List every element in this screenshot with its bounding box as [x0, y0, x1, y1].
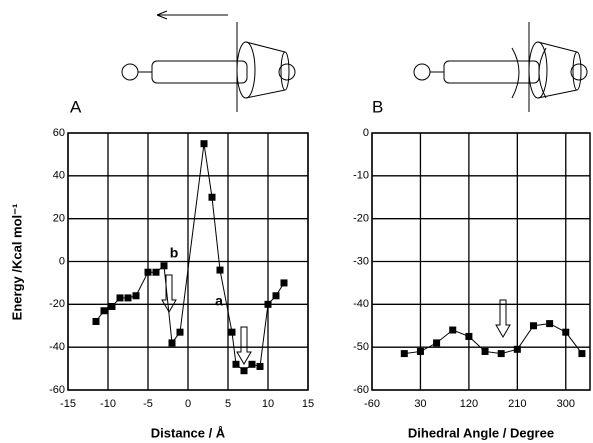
- data-point: [248, 360, 256, 368]
- annotation: a: [215, 293, 223, 309]
- y-tick-label: -30: [353, 255, 369, 267]
- data-point: [272, 292, 280, 300]
- data-point: [449, 326, 457, 334]
- x-tick-label: 30: [414, 398, 426, 410]
- annotation: b: [170, 245, 179, 261]
- data-point: [240, 367, 248, 375]
- panel-label: B: [372, 97, 383, 116]
- data-point: [433, 339, 441, 347]
- data-line: [404, 323, 583, 355]
- x-tick-label: -10: [100, 398, 116, 410]
- y-tick-label: -50: [353, 341, 369, 353]
- data-point: [256, 362, 264, 370]
- data-point: [465, 332, 473, 340]
- data-point: [160, 262, 168, 270]
- data-point: [176, 328, 184, 336]
- x-tick-label: 210: [508, 398, 526, 410]
- y-tick-label: 20: [53, 213, 65, 225]
- data-point: [100, 307, 108, 315]
- data-point: [529, 322, 537, 330]
- data-point: [264, 300, 272, 308]
- y-tick-label: 60: [53, 127, 65, 139]
- data-line: [95, 143, 285, 372]
- panel-label: A: [70, 97, 82, 116]
- data-point: [481, 347, 489, 355]
- x-tick-label: 10: [262, 398, 274, 410]
- data-point: [132, 292, 140, 300]
- plot-frame: [67, 132, 309, 391]
- x-axis-label: Distance / Å: [151, 425, 226, 440]
- y-tick-label: -60: [49, 384, 65, 396]
- y-tick-label: 0: [59, 255, 65, 267]
- x-tick-label: 15: [302, 398, 314, 410]
- data-point: [144, 268, 152, 276]
- data-point: [228, 328, 236, 336]
- data-point: [562, 328, 570, 336]
- x-tick-label: -5: [143, 398, 153, 410]
- data-point: [546, 320, 554, 328]
- data-point: [416, 347, 424, 355]
- y-tick-label: -20: [49, 298, 65, 310]
- x-tick-label: 120: [460, 398, 478, 410]
- y-tick-label: -40: [49, 341, 65, 353]
- schematic-a: [121, 10, 296, 112]
- y-tick-label: 40: [53, 170, 65, 182]
- x-tick-label: 0: [185, 398, 191, 410]
- data-point: [280, 279, 288, 287]
- data-point: [92, 317, 100, 325]
- data-point: [232, 360, 240, 368]
- y-axis-label: Energy /Kcal mol⁻¹: [9, 204, 24, 321]
- data-point: [513, 345, 521, 353]
- data-point: [497, 350, 505, 358]
- x-tick-label: 5: [225, 398, 231, 410]
- data-point: [108, 302, 116, 310]
- data-point: [168, 339, 176, 347]
- plot-frame: [371, 132, 591, 391]
- data-point: [116, 294, 124, 302]
- y-tick-label: -40: [353, 298, 369, 310]
- schematic-b: [413, 22, 588, 112]
- x-tick-label: 300: [557, 398, 575, 410]
- data-point: [200, 140, 208, 148]
- y-tick-label: -20: [353, 213, 369, 225]
- data-point: [152, 268, 160, 276]
- data-point: [124, 294, 132, 302]
- data-point: [216, 266, 224, 274]
- x-tick-label: -15: [60, 398, 76, 410]
- x-tick-label: -60: [364, 398, 380, 410]
- annotation-arrows: [161, 274, 511, 365]
- y-tick-label: -10: [353, 170, 369, 182]
- data-point: [578, 350, 586, 358]
- data-point: [208, 193, 216, 201]
- x-axis-label: Dihedral Angle / Degree: [408, 425, 554, 440]
- y-tick-label: 0: [363, 127, 369, 139]
- y-tick-label: -60: [353, 384, 369, 396]
- data-point: [400, 350, 408, 358]
